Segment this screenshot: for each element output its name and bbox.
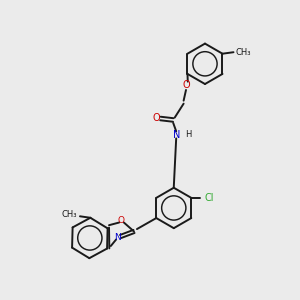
Text: O: O xyxy=(118,216,125,225)
Text: N: N xyxy=(114,233,121,242)
Text: CH₃: CH₃ xyxy=(61,210,77,219)
Text: O: O xyxy=(182,80,190,90)
Text: N: N xyxy=(172,130,180,140)
Text: H: H xyxy=(185,130,191,139)
Text: CH₃: CH₃ xyxy=(236,48,251,57)
Text: O: O xyxy=(152,113,160,124)
Text: Cl: Cl xyxy=(204,193,214,203)
